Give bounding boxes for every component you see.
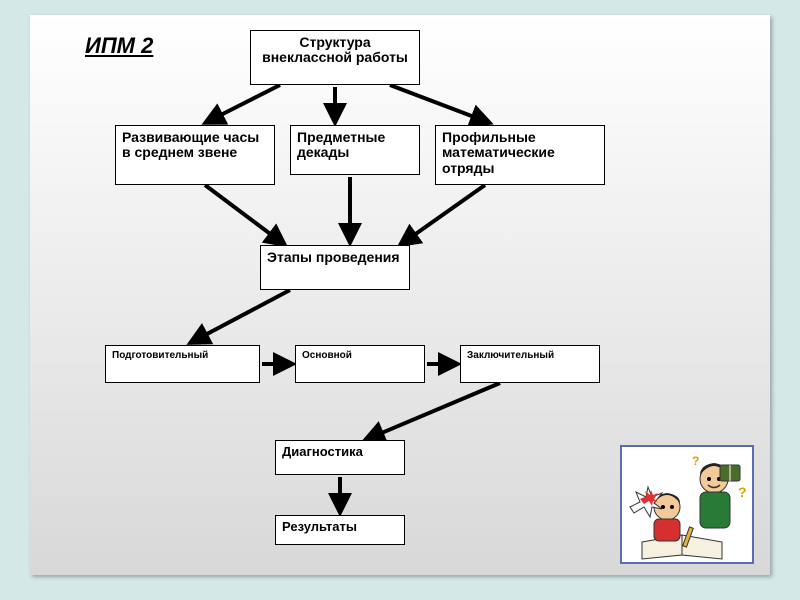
node-dev: Развивающие часы в среднем звене xyxy=(115,125,275,185)
node-stages: Этапы проведения xyxy=(260,245,410,290)
edge-root-dev xyxy=(205,85,280,123)
svg-text:?: ? xyxy=(738,484,747,500)
node-profil: Профильные математические отряды xyxy=(435,125,605,185)
node-diag: Диагностика xyxy=(275,440,405,475)
edge-root-profil xyxy=(390,85,490,123)
node-result: Результаты xyxy=(275,515,405,545)
node-dekady: Предметные декады xyxy=(290,125,420,175)
outer-canvas: ИПМ 2 Структура внеклассной работы Развив… xyxy=(0,0,800,600)
slide-title: ИПМ 2 xyxy=(85,33,153,59)
edge-profil-stages xyxy=(400,185,485,245)
node-final: Заключительный xyxy=(460,345,600,383)
edge-final-diag xyxy=(365,383,500,440)
edge-stages-prep xyxy=(190,290,290,343)
svg-text:?: ? xyxy=(692,454,699,468)
node-main: Основной xyxy=(295,345,425,383)
edge-dev-stages xyxy=(205,185,285,245)
node-prep: Подготовительный xyxy=(105,345,260,383)
node-root: Структура внеклассной работы xyxy=(250,30,420,85)
illustration: ? ? xyxy=(620,445,754,564)
slide: ИПМ 2 Структура внеклассной работы Развив… xyxy=(30,15,770,575)
